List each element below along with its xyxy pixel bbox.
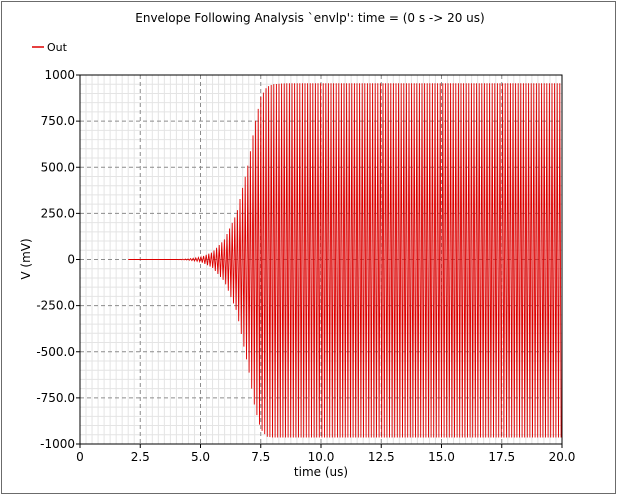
y-tick-label: -1000 (40, 437, 75, 451)
y-tick-label: 500.0 (41, 160, 75, 174)
y-tick-label: -500.0 (36, 345, 75, 359)
x-tick-label: 17.5 (488, 450, 515, 464)
y-tick-label: -750.0 (36, 391, 75, 405)
legend-label-out: Out (47, 41, 68, 54)
y-tick-label: -250.0 (36, 299, 75, 313)
x-tick-label: 5.0 (191, 450, 210, 464)
y-tick-label: 1000 (44, 68, 75, 82)
y-axis-ticks: 1000 750.0 500.0 250.0 0 -250.0 -500.0 -750.0 -1… (36, 68, 80, 451)
y-tick-label: 750.0 (41, 114, 75, 128)
x-tick-label: 0 (76, 450, 84, 464)
x-tick-label: 10.0 (308, 450, 335, 464)
x-tick-label: 15.0 (428, 450, 455, 464)
series-out (128, 83, 562, 438)
y-tick-label: 0 (67, 253, 75, 267)
x-axis-label: time (us) (294, 465, 348, 479)
series-out-line (128, 83, 562, 438)
y-tick-label: 250.0 (41, 206, 75, 220)
legend: Out (32, 41, 68, 54)
chart-title: Envelope Following Analysis `envlp': tim… (135, 11, 484, 25)
x-tick-label: 2.5 (131, 450, 150, 464)
x-tick-label: 7.5 (251, 450, 270, 464)
x-tick-label: 12.5 (368, 450, 395, 464)
x-tick-label: 20.0 (549, 450, 576, 464)
y-axis-label: V (mV) (19, 238, 33, 279)
x-axis-ticks: 0 2.5 5.0 7.5 10.0 12.5 15.0 17.5 20.0 (76, 444, 575, 464)
